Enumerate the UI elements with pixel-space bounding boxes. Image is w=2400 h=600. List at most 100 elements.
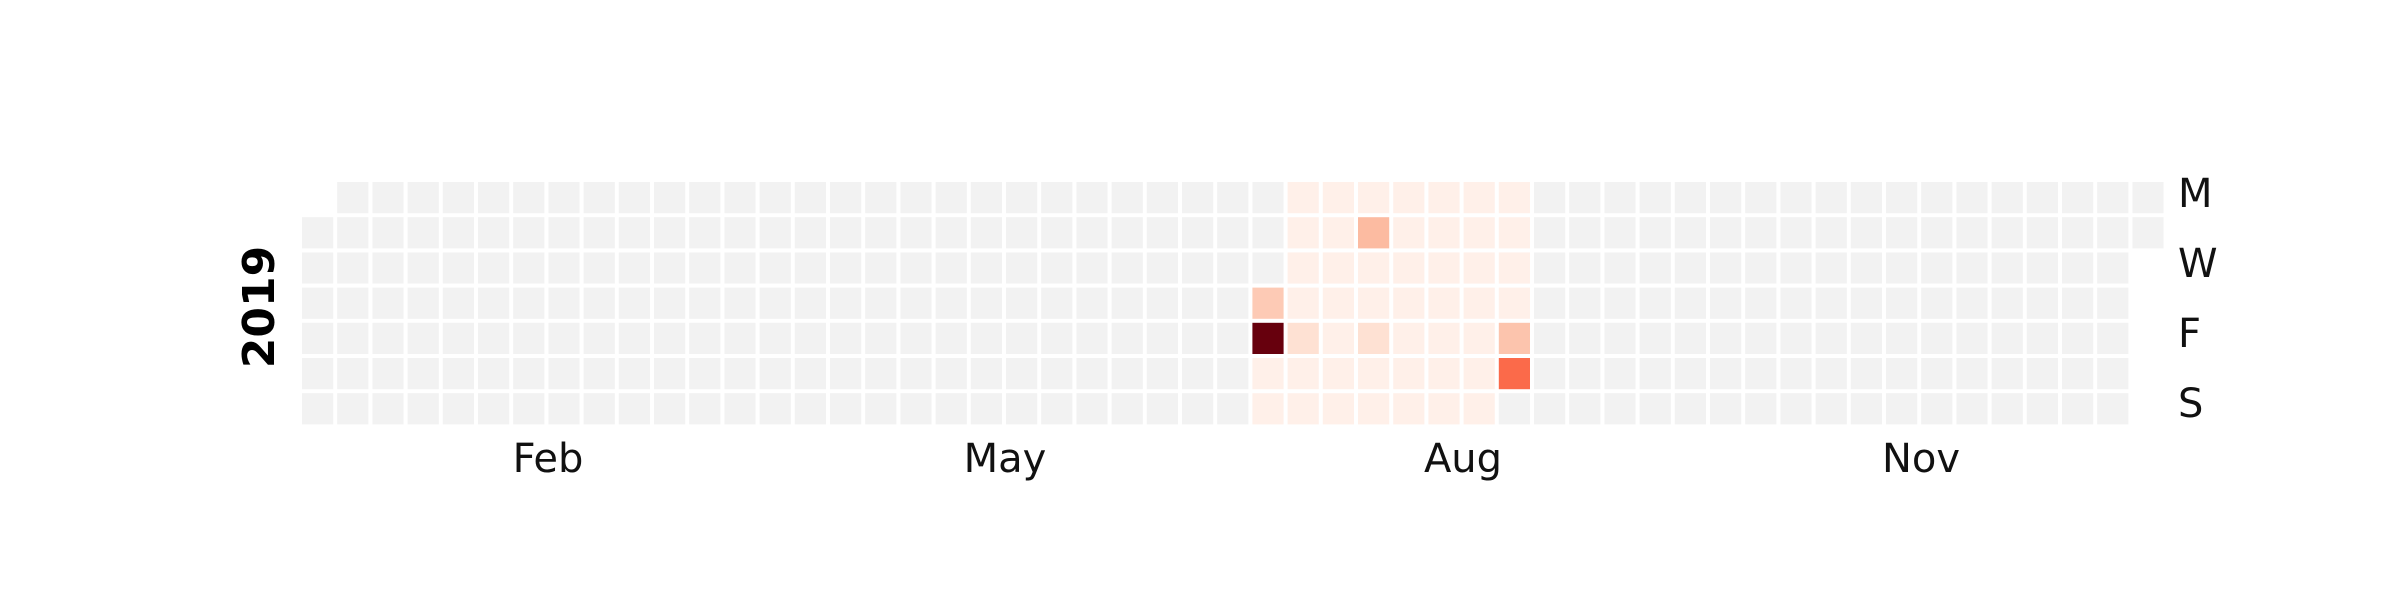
heatmap-cell bbox=[1463, 393, 1495, 425]
heatmap-cell bbox=[1674, 322, 1706, 354]
heatmap-cell bbox=[935, 358, 967, 390]
heatmap-cell bbox=[1534, 217, 1566, 249]
heatmap-cell bbox=[830, 252, 862, 284]
heatmap-cell bbox=[1850, 217, 1882, 249]
heatmap-cell bbox=[1745, 322, 1777, 354]
heatmap-cell bbox=[970, 393, 1002, 425]
heatmap-cell bbox=[1639, 252, 1671, 284]
heatmap-cell bbox=[689, 182, 721, 214]
heatmap-cell bbox=[2097, 287, 2129, 319]
heatmap-cell bbox=[2062, 393, 2094, 425]
heatmap-cell bbox=[830, 393, 862, 425]
heatmap-cell bbox=[407, 287, 439, 319]
heatmap-cell bbox=[1745, 182, 1777, 214]
heatmap-cell bbox=[1991, 217, 2023, 249]
heatmap-cell bbox=[1428, 287, 1460, 319]
heatmap-cell bbox=[2062, 217, 2094, 249]
heatmap-cell bbox=[1322, 217, 1354, 249]
heatmap-cell bbox=[478, 322, 510, 354]
heatmap-cell bbox=[724, 358, 756, 390]
heatmap-cell bbox=[1428, 393, 1460, 425]
heatmap-cell bbox=[1358, 182, 1390, 214]
heatmap-cell bbox=[689, 217, 721, 249]
heatmap-cell bbox=[1358, 252, 1390, 284]
heatmap-cell bbox=[1639, 217, 1671, 249]
heatmap-cell bbox=[794, 393, 826, 425]
heatmap-cell bbox=[900, 287, 932, 319]
heatmap-cell bbox=[1674, 358, 1706, 390]
heatmap-cell bbox=[1569, 252, 1601, 284]
weekday-label-friday: F bbox=[2178, 311, 2201, 357]
heatmap-cell bbox=[2026, 217, 2058, 249]
heatmap-cell bbox=[1921, 393, 1953, 425]
heatmap-cell bbox=[1076, 217, 1108, 249]
heatmap-cell bbox=[1463, 252, 1495, 284]
heatmap-cell bbox=[1710, 287, 1742, 319]
heatmap-cell bbox=[1956, 393, 1988, 425]
heatmap-cell bbox=[724, 217, 756, 249]
heatmap-cell bbox=[1710, 393, 1742, 425]
heatmap-cell bbox=[1146, 287, 1178, 319]
heatmap-cell bbox=[407, 322, 439, 354]
heatmap-cell bbox=[583, 393, 615, 425]
heatmap-cell bbox=[1146, 182, 1178, 214]
heatmap-cell bbox=[1569, 393, 1601, 425]
heatmap-cell bbox=[1006, 287, 1038, 319]
heatmap-cell bbox=[1498, 217, 1530, 249]
heatmap-cell bbox=[1217, 252, 1249, 284]
heatmap-cell bbox=[1956, 182, 1988, 214]
heatmap-cell bbox=[302, 358, 334, 390]
heatmap-cell bbox=[759, 217, 791, 249]
heatmap-cell bbox=[1886, 252, 1918, 284]
heatmap-cell bbox=[1604, 287, 1636, 319]
heatmap-cell bbox=[2062, 287, 2094, 319]
heatmap-cell bbox=[935, 393, 967, 425]
heatmap-cell bbox=[1815, 322, 1847, 354]
heatmap-cell bbox=[407, 182, 439, 214]
heatmap-cell bbox=[618, 217, 650, 249]
heatmap-cell bbox=[1710, 182, 1742, 214]
heatmap-cell bbox=[1604, 182, 1636, 214]
heatmap-cell bbox=[407, 217, 439, 249]
heatmap-cell bbox=[1182, 182, 1214, 214]
heatmap-cell bbox=[442, 217, 474, 249]
heatmap-cell bbox=[1006, 252, 1038, 284]
heatmap-cell bbox=[1287, 393, 1319, 425]
heatmap-cell bbox=[337, 217, 369, 249]
heatmap-cell bbox=[513, 393, 545, 425]
heatmap-cell bbox=[1710, 252, 1742, 284]
heatmap-cell bbox=[478, 287, 510, 319]
heatmap-cell bbox=[513, 322, 545, 354]
heatmap-cell bbox=[548, 252, 580, 284]
heatmap-cell bbox=[548, 182, 580, 214]
heatmap-cell bbox=[1921, 182, 1953, 214]
heatmap-cell bbox=[1710, 217, 1742, 249]
heatmap-cell bbox=[337, 358, 369, 390]
heatmap-cell bbox=[970, 252, 1002, 284]
heatmap-cell bbox=[1569, 358, 1601, 390]
heatmap-cell bbox=[1041, 252, 1073, 284]
heatmap-cell bbox=[442, 322, 474, 354]
month-label-may: May bbox=[964, 436, 1047, 482]
heatmap-cell bbox=[830, 182, 862, 214]
heatmap-cell bbox=[2026, 182, 2058, 214]
heatmap-cell bbox=[2062, 182, 2094, 214]
heatmap-cell bbox=[1991, 252, 2023, 284]
heatmap-cell bbox=[1815, 252, 1847, 284]
heatmap-cell bbox=[865, 358, 897, 390]
heatmap-cell bbox=[970, 217, 1002, 249]
heatmap-cell bbox=[1182, 358, 1214, 390]
heatmap-cell bbox=[1217, 322, 1249, 354]
month-label-feb: Feb bbox=[513, 436, 584, 482]
heatmap-cell bbox=[548, 287, 580, 319]
heatmap-cell bbox=[1146, 252, 1178, 284]
heatmap-cell bbox=[1182, 393, 1214, 425]
heatmap-cell bbox=[1815, 393, 1847, 425]
heatmap-cell bbox=[1041, 182, 1073, 214]
heatmap-cell bbox=[1428, 358, 1460, 390]
heatmap-cell bbox=[2026, 252, 2058, 284]
heatmap-cell bbox=[583, 358, 615, 390]
heatmap-cell bbox=[1991, 393, 2023, 425]
heatmap-cell bbox=[1252, 393, 1284, 425]
